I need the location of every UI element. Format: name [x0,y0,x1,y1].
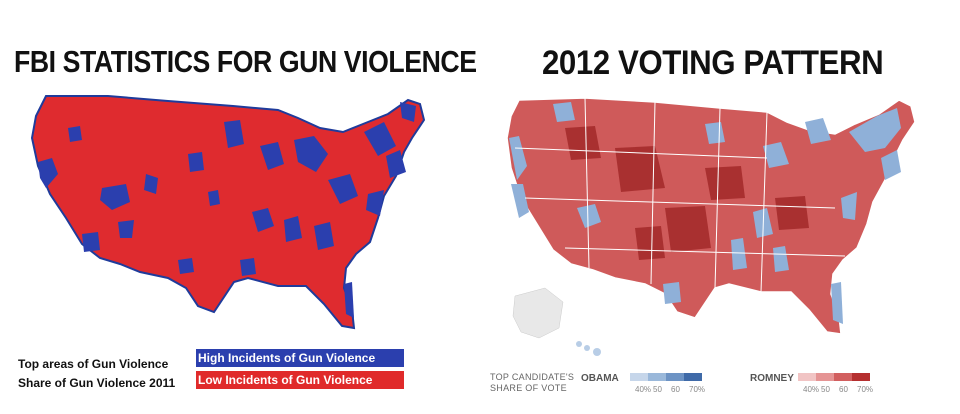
obama-counties [509,102,901,324]
romney-scale-step-2 [816,373,834,381]
obama-scale-step-1 [630,373,648,381]
obama-tick-1: 40% [635,385,652,394]
legend-caption-line2: SHARE OF VOTE [490,383,567,393]
voting-pattern-us-map [506,97,916,356]
romney-tick-3: 60 [839,385,848,394]
strong-romney-counties [565,126,809,260]
romney-scale-step-1 [798,373,816,381]
obama-tick-2: 50 [653,385,662,394]
legend-high-incidents: High Incidents of Gun Violence [196,349,404,367]
romney-tick-1: 40% [803,385,820,394]
romney-label: ROMNEY [750,373,794,384]
obama-scale-ticks: 40% 50 60 70% [635,385,707,394]
obama-tick-4: 70% [689,385,706,394]
gun-violence-panel: FBI STATISTICS FOR GUN VIOLENCE [14,44,477,390]
legend-share-label: Share of Gun Violence 2011 [18,376,176,390]
gun-violence-us-map [30,95,426,330]
romney-scale-step-3 [834,373,852,381]
obama-label: OBAMA [581,373,619,384]
romney-color-scale [798,373,870,381]
romney-scale-ticks: 40% 50 60 70% [803,385,875,394]
gun-violence-title: FBI STATISTICS FOR GUN VIOLENCE [14,44,477,79]
obama-color-scale [630,373,702,381]
high-incident-areas [38,102,416,318]
voting-pattern-panel: 2012 VOTING PATTERN [480,0,960,414]
obama-scale-step-4 [684,373,702,381]
voting-pattern-title: 2012 VOTING PATTERN [542,44,884,82]
obama-tick-3: 60 [671,385,680,394]
obama-scale-step-3 [666,373,684,381]
romney-tick-4: 70% [857,385,874,394]
romney-tick-2: 50 [821,385,830,394]
romney-scale-step-4 [852,373,870,381]
state-borders [514,97,846,293]
hawaii-inset [576,341,601,356]
alaska-inset [512,287,564,339]
legend-caption-line1: TOP CANDIDATE'S [490,372,575,382]
legend-low-incidents: Low Incidents of Gun Violence [196,371,404,389]
legend-top-areas-label: Top areas of Gun Violence [18,357,169,371]
obama-scale-step-2 [648,373,666,381]
